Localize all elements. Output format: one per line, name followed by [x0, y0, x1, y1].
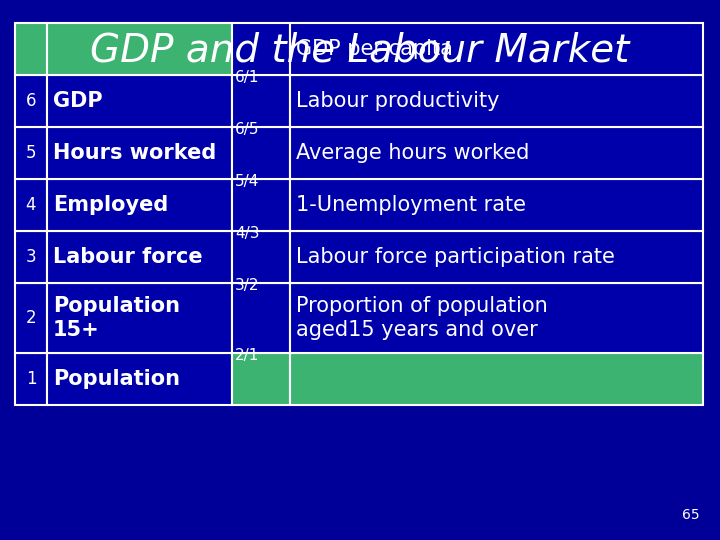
Bar — [47, 353, 232, 405]
Bar — [15, 231, 47, 283]
Bar — [47, 283, 232, 353]
Bar — [232, 231, 290, 283]
Text: 4/3: 4/3 — [235, 226, 259, 241]
Text: 1-Unemployment rate: 1-Unemployment rate — [296, 195, 526, 215]
Text: Population
15+: Population 15+ — [53, 295, 180, 340]
Text: 65: 65 — [683, 508, 700, 522]
Text: Proportion of population
aged15 years and over: Proportion of population aged15 years an… — [296, 295, 548, 340]
Bar — [47, 231, 232, 283]
Text: 3: 3 — [26, 248, 36, 266]
Bar — [47, 127, 232, 179]
Text: GDP per capita: GDP per capita — [296, 39, 453, 59]
Text: 4: 4 — [26, 196, 36, 214]
Text: GDP and the Labour Market: GDP and the Labour Market — [90, 31, 630, 69]
Text: 6: 6 — [26, 92, 36, 110]
Bar — [15, 283, 47, 353]
Bar — [15, 23, 47, 75]
Bar — [15, 353, 47, 405]
Bar — [232, 23, 290, 75]
Bar — [232, 127, 290, 179]
Text: 5: 5 — [26, 144, 36, 162]
Text: GDP: GDP — [53, 91, 103, 111]
Text: Hours worked: Hours worked — [53, 143, 216, 163]
Bar — [232, 283, 290, 353]
Bar — [290, 23, 703, 75]
Text: Labour force participation rate: Labour force participation rate — [296, 247, 615, 267]
Bar — [290, 179, 703, 231]
Bar — [232, 353, 290, 405]
Bar — [290, 231, 703, 283]
Bar — [232, 75, 290, 127]
Text: Population: Population — [53, 369, 180, 389]
Bar — [290, 127, 703, 179]
Text: 1: 1 — [26, 370, 36, 388]
Text: 5/4: 5/4 — [235, 174, 259, 189]
Text: Labour productivity: Labour productivity — [296, 91, 500, 111]
Bar — [15, 127, 47, 179]
Bar — [47, 179, 232, 231]
Text: 6/1: 6/1 — [235, 70, 259, 85]
Text: 3/2: 3/2 — [235, 278, 259, 293]
Text: 2/1: 2/1 — [235, 348, 259, 363]
Bar — [47, 23, 232, 75]
Bar — [15, 179, 47, 231]
Text: 2: 2 — [26, 309, 36, 327]
Bar — [290, 353, 703, 405]
Text: Labour force: Labour force — [53, 247, 202, 267]
Bar — [47, 75, 232, 127]
Text: Average hours worked: Average hours worked — [296, 143, 529, 163]
Bar — [290, 75, 703, 127]
Bar — [15, 75, 47, 127]
Text: Employed: Employed — [53, 195, 168, 215]
Text: 6/5: 6/5 — [235, 122, 259, 137]
Bar — [290, 283, 703, 353]
Bar — [232, 179, 290, 231]
